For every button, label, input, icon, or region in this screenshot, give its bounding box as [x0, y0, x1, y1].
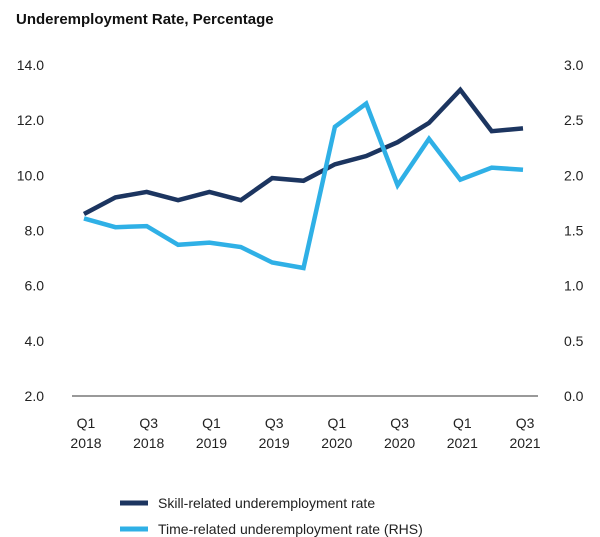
x-tick-label: Q3 2020	[384, 415, 415, 451]
y-tick-label-left: 8.0	[25, 223, 45, 239]
x-tick-label: Q1 2020	[321, 415, 352, 451]
x-tick-label: Q1 2019	[196, 415, 227, 451]
y-tick-label-right: 3.0	[564, 57, 584, 73]
legend-label: Time-related underemployment rate (RHS)	[158, 521, 423, 537]
y-tick-label-right: 2.0	[564, 167, 584, 183]
x-tick-label: Q3 2021	[509, 415, 540, 451]
chart-title: Underemployment Rate, Percentage	[16, 11, 274, 28]
y-tick-label-left: 6.0	[25, 278, 45, 294]
y-tick-label-left: 4.0	[25, 333, 45, 349]
y-tick-label-right: 1.5	[564, 223, 584, 239]
legend-label: Skill-related underemployment rate	[158, 495, 375, 511]
series-line-skill	[82, 86, 524, 216]
y-tick-label-left: 14.0	[17, 57, 44, 73]
x-tick-label: Q3 2019	[259, 415, 290, 451]
y-tick-label-left: 12.0	[17, 112, 44, 128]
y-tick-label-right: 0.5	[564, 333, 584, 349]
y-tick-label-left: 10.0	[17, 167, 44, 183]
y-tick-label-right: 0.0	[564, 388, 584, 404]
x-tick-label: Q1 2021	[447, 415, 478, 451]
series-line-time	[83, 100, 524, 271]
x-tick-label: Q3 2018	[133, 415, 164, 451]
x-tick-label: Q1 2018	[70, 415, 101, 451]
y-tick-label-right: 2.5	[564, 112, 584, 128]
y-tick-label-right: 1.0	[564, 278, 584, 294]
y-tick-label-left: 2.0	[25, 388, 45, 404]
